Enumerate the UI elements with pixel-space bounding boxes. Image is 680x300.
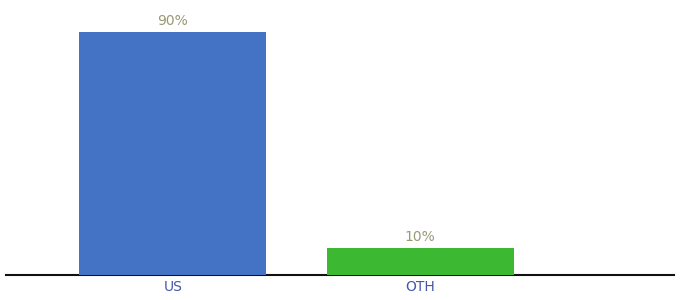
Bar (326, 248, 514, 275)
Text: 10%: 10% (405, 230, 436, 244)
Text: 90%: 90% (157, 14, 188, 28)
Bar (79, 32, 267, 275)
